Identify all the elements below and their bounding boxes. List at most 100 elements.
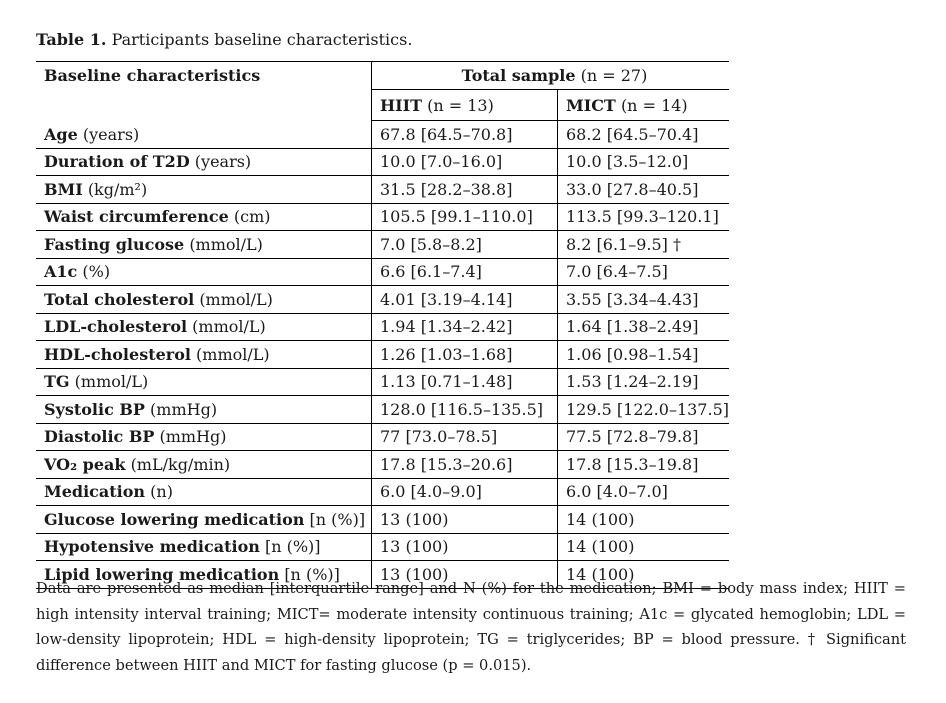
row-unit: (mmol/L) — [74, 372, 149, 392]
row-label: Diastolic BP (mmHg) — [36, 423, 372, 451]
mict-cell: 77.5 [72.8–79.8] — [557, 423, 729, 451]
row-unit: (kg/m²) — [87, 179, 148, 199]
hiit-cell: 67.8 [64.5–70.8] — [371, 120, 558, 149]
mict-cell: 14 (100) — [557, 533, 729, 561]
hiit-cell: 13 (100) — [371, 560, 558, 589]
mict-cell: 14 (100) — [557, 560, 729, 589]
row-label: Hypotensive medication [n (%)] — [36, 533, 372, 561]
mict-cell: 8.2 [6.1–9.5] † — [557, 230, 729, 259]
caption-text: Participants baseline characteristics. — [111, 30, 413, 49]
mict-cell: 1.64 [1.38–2.49] — [557, 313, 729, 341]
table-row: Total cholesterol (mmol/L) 4.01 [3.19–4.1… — [36, 285, 729, 314]
row-name: BMI — [44, 179, 83, 199]
row-unit: (years) — [82, 124, 140, 144]
table-row: A1c (%) 6.6 [6.1–7.4] 7.0 [6.4–7.5] — [36, 258, 729, 286]
row-name: TG — [44, 372, 70, 392]
table-row: Hypotensive medication [n (%)] 13 (100) 14… — [36, 533, 729, 561]
hiit-cell: 7.0 [5.8–8.2] — [371, 230, 558, 259]
row-label: Fasting glucose (mmol/L) — [36, 230, 372, 259]
mict-cell: 6.0 [4.0–7.0] — [557, 478, 729, 506]
hiit-cell: 17.8 [15.3–20.6] — [371, 450, 558, 479]
table-footnote: Data are presented as median [interquart… — [36, 580, 906, 674]
caption-label: Table 1. — [36, 30, 107, 49]
row-label: Total cholesterol (mmol/L) — [36, 285, 372, 314]
mict-cell: 129.5 [122.0–137.5] — [557, 395, 729, 424]
table-row: TG (mmol/L) 1.13 [0.71–1.48] 1.53 [1.24–2.… — [36, 368, 729, 396]
hiit-cell: 1.26 [1.03–1.68] — [371, 340, 558, 369]
table-row: Glucose lowering medication [n (%)] 13 (1… — [36, 505, 729, 534]
row-name: Waist circumference — [44, 207, 229, 227]
row-unit: (years) — [194, 152, 252, 172]
hiit-cell: 6.0 [4.0–9.0] — [371, 478, 558, 506]
table-row: HDL-cholesterol (mmol/L) 1.26 [1.03–1.68]… — [36, 340, 729, 369]
table-row: BMI (kg/m²) 31.5 [28.2–38.8] 33.0 [27.8–40… — [36, 175, 729, 204]
table-row: VO₂ peak (mL/kg/min) 17.8 [15.3–20.6] 17.8… — [36, 450, 729, 479]
row-unit: (mmol/L) — [196, 344, 270, 364]
row-label: A1c (%) — [36, 258, 372, 286]
row-name: Lipid lowering medication — [44, 564, 280, 584]
row-unit: [n (%)] — [284, 564, 340, 584]
row-name: A1c — [44, 262, 78, 282]
mict-n: (n = 14) — [620, 95, 688, 115]
row-unit: (mmHg) — [159, 427, 227, 447]
row-name: LDL-cholesterol — [44, 317, 188, 337]
row-name: Fasting glucose — [44, 234, 185, 254]
hiit-cell: 1.94 [1.34–2.42] — [371, 313, 558, 341]
table-row: Fasting glucose (mmol/L) 7.0 [5.8–8.2] 8.2… — [36, 230, 729, 259]
hiit-cell: 105.5 [99.1–110.0] — [371, 203, 558, 231]
total-sample-n: (n = 27) — [580, 66, 648, 85]
row-unit: [n (%)] — [264, 537, 321, 557]
mict-cell: 14 (100) — [557, 505, 729, 534]
hiit-cell: 10.0 [7.0–16.0] — [371, 148, 558, 176]
row-label: Age (years) — [36, 120, 372, 149]
mict-cell: 7.0 [6.4–7.5] — [557, 258, 729, 286]
mict-cell: 68.2 [64.5–70.4] — [557, 120, 729, 149]
row-name: Duration of T2D — [44, 152, 190, 172]
table-row: LDL-cholesterol (mmol/L) 1.94 [1.34–2.42]… — [36, 313, 729, 341]
header-mict: MICT (n = 14) — [557, 89, 729, 121]
mict-cell: 17.8 [15.3–19.8] — [557, 450, 729, 479]
mict-cell: 1.53 [1.24–2.19] — [557, 368, 729, 396]
header-baseline-characteristics: Baseline characteristics — [36, 61, 372, 121]
row-name: Total cholesterol — [44, 289, 195, 309]
row-label: BMI (kg/m²) — [36, 175, 372, 204]
hiit-cell: 31.5 [28.2–38.8] — [371, 175, 558, 204]
table-body: Age (years) 67.8 [64.5–70.8] 68.2 [64.5–70… — [36, 120, 729, 589]
mict-cell: 10.0 [3.5–12.0] — [557, 148, 729, 176]
header-hiit: HIIT (n = 13) — [371, 89, 558, 121]
mict-cell: 33.0 [27.8–40.5] — [557, 175, 729, 204]
row-name: VO₂ peak — [44, 454, 126, 474]
baseline-table: Baseline characteristics Total sample (n… — [36, 61, 729, 589]
table-row: Diastolic BP (mmHg) 77 [73.0–78.5] 77.5 [7… — [36, 423, 729, 451]
hiit-label: HIIT — [380, 95, 422, 115]
table-row: Lipid lowering medication [n (%)] 13 (100… — [36, 560, 729, 589]
row-name: Hypotensive medication — [44, 537, 260, 557]
row-unit: (mmol/L) — [189, 234, 263, 254]
row-unit: (mmHg) — [150, 399, 218, 419]
mict-cell: 1.06 [0.98–1.54] — [557, 340, 729, 369]
table-caption: Table 1. Participants baseline character… — [36, 30, 412, 49]
row-unit: (mmol/L) — [199, 289, 273, 309]
row-name: Age — [44, 124, 78, 144]
row-label: Glucose lowering medication [n (%)] — [36, 505, 372, 534]
row-unit: (mL/kg/min) — [130, 454, 231, 474]
hiit-cell: 4.01 [3.19–4.14] — [371, 285, 558, 314]
total-sample-label: Total sample — [461, 66, 576, 85]
mict-cell: 3.55 [3.34–4.43] — [557, 285, 729, 314]
row-name: HDL-cholesterol — [44, 344, 191, 364]
header-total-sample: Total sample (n = 27) — [371, 61, 729, 90]
row-name: Glucose lowering medication — [44, 509, 305, 529]
row-label: Systolic BP (mmHg) — [36, 395, 372, 424]
row-name: Diastolic BP — [44, 427, 155, 447]
row-unit: (cm) — [233, 207, 271, 227]
mict-label: MICT — [566, 95, 616, 115]
row-name: Systolic BP — [44, 399, 145, 419]
row-label: Lipid lowering medication [n (%)] — [36, 560, 372, 589]
row-unit: [n (%)] — [309, 509, 366, 529]
mict-cell: 113.5 [99.3–120.1] — [557, 203, 729, 231]
table-row: Waist circumference (cm) 105.5 [99.1–110.… — [36, 203, 729, 231]
row-unit: (mmol/L) — [192, 317, 266, 337]
row-name: Medication — [44, 482, 146, 502]
hiit-cell: 128.0 [116.5–135.5] — [371, 395, 558, 424]
hiit-cell: 13 (100) — [371, 505, 558, 534]
